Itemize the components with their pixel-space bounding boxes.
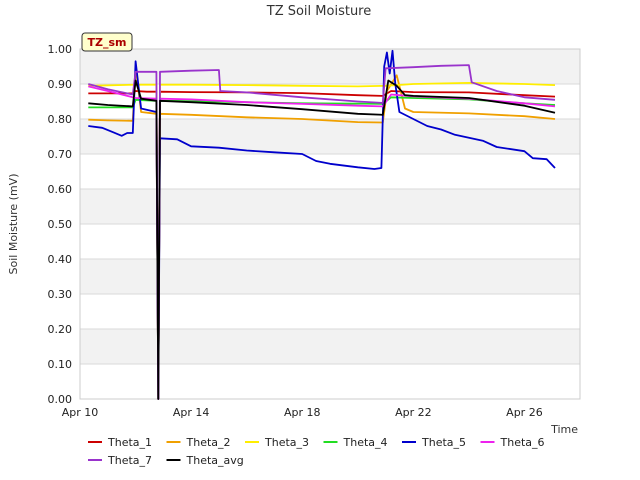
x-tick-label: Apr 14 [173, 406, 210, 419]
y-tick-label: 0.90 [48, 78, 73, 91]
legend-label: Theta_1 [107, 436, 152, 449]
legend-label: Theta_4 [343, 436, 388, 449]
legend-label: Theta_3 [264, 436, 309, 449]
y-tick-label: 0.30 [48, 288, 73, 301]
background-band [80, 329, 580, 364]
series-line-theta-7 [88, 64, 556, 400]
x-tick-label: Apr 22 [395, 406, 432, 419]
legend-label: Theta_7 [107, 454, 152, 467]
legend-label: Theta_5 [421, 436, 466, 449]
x-tick-label: Apr 18 [284, 406, 321, 419]
background-bands [80, 49, 580, 364]
y-tick-label: 0.70 [48, 148, 73, 161]
y-tick-label: 0.10 [48, 358, 73, 371]
series-line-theta-avg [88, 79, 556, 400]
legend-label: Theta_avg [186, 454, 244, 467]
y-tick-label: 0.80 [48, 113, 73, 126]
x-axis-label: Time [550, 423, 578, 436]
y-tick-label: 0.60 [48, 183, 73, 196]
legend-label: Theta_2 [186, 436, 231, 449]
chart-title: TZ Soil Moisture [266, 4, 372, 19]
background-band [80, 189, 580, 224]
series-lines [88, 49, 556, 400]
x-axis-ticks: Apr 10 Apr 14 Apr 18 Apr 22 Apr 26 [62, 406, 543, 419]
legend-label: Theta_6 [500, 436, 545, 449]
series-line-theta-5 [88, 49, 556, 400]
y-tick-label: 0.20 [48, 323, 73, 336]
y-tick-label: 1.00 [48, 43, 73, 56]
background-band [80, 259, 580, 294]
y-tick-label: 0.40 [48, 253, 73, 266]
y-axis-ticks: 0.00 0.10 0.20 0.30 0.40 0.50 0.60 0.70 0.80 0.90… [48, 43, 73, 406]
y-tick-label: 0.00 [48, 393, 73, 406]
y-tick-label: 0.50 [48, 218, 73, 231]
background-band [80, 49, 580, 84]
y-axis-label: Soil Moisture (mV) [7, 174, 20, 275]
station-badge: TZ_sm [81, 32, 133, 52]
badge-label: TZ_sm [88, 36, 127, 49]
x-tick-label: Apr 26 [506, 406, 543, 419]
badge-box [81, 32, 133, 52]
background-band [80, 119, 580, 154]
x-tick-label: Apr 10 [62, 406, 99, 419]
plot-area-frame [79, 48, 581, 400]
legend: Theta_1 Theta_2 Theta_3 Theta_4 Theta_5 Theta… [88, 436, 545, 467]
